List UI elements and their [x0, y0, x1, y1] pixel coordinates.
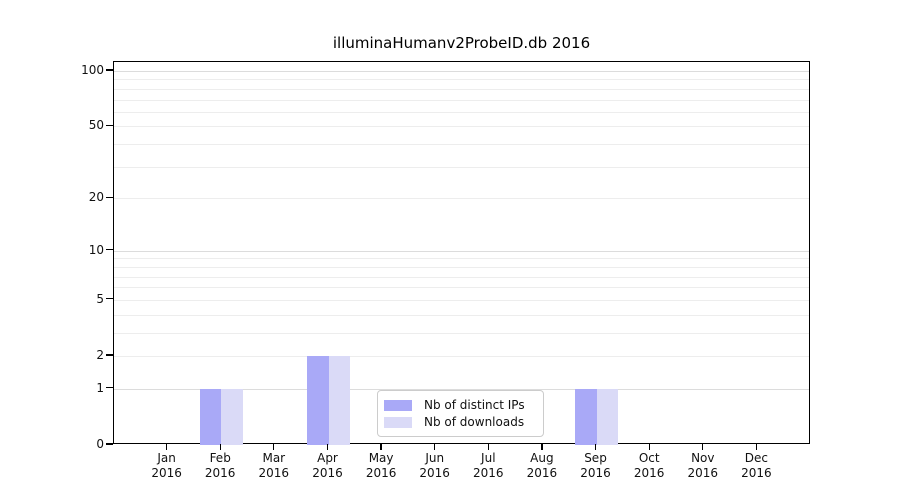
y-tick-20 — [106, 196, 113, 198]
y-tick-1 — [106, 387, 113, 389]
x-tick-oct — [648, 444, 650, 450]
y-tick-label-100: 100 — [81, 63, 104, 77]
y-tick-label-50: 50 — [88, 118, 104, 133]
gridline-y-20 — [114, 198, 809, 200]
bar-feb-downloads — [221, 388, 243, 445]
gridline-y-70 — [114, 99, 809, 101]
x-tick-month-mar: Mar — [262, 451, 286, 465]
x-tick-label-feb: Feb 2016 — [188, 451, 252, 481]
bar-apr-downloads — [328, 356, 350, 445]
x-tick-year-aug: 2016 — [526, 466, 558, 480]
gridline-y-3 — [114, 332, 809, 334]
x-tick-label-nov: Nov 2016 — [671, 451, 735, 481]
legend-row-downloads: Nb of downloads — [384, 414, 535, 430]
x-tick-label-dec: Dec 2016 — [724, 451, 788, 481]
x-tick-feb — [219, 444, 221, 450]
x-tick-label-oct: Oct 2016 — [617, 451, 681, 481]
x-tick-month-apr: Apr — [317, 451, 338, 465]
x-tick-label-may: May 2016 — [349, 451, 413, 481]
x-tick-label-mar: Mar 2016 — [242, 451, 306, 481]
x-tick-label-sep: Sep 2016 — [564, 451, 628, 481]
x-tick-month-jun: Jun — [425, 451, 445, 465]
bar-sep-downloads — [596, 388, 618, 445]
x-tick-jun — [434, 444, 436, 450]
gridline-y-60 — [114, 111, 809, 113]
x-tick-apr — [326, 444, 329, 450]
x-tick-may — [380, 444, 382, 450]
legend-swatch-distinct-ips — [384, 399, 412, 411]
gridline-y-80 — [114, 88, 809, 90]
gridline-y-2 — [114, 356, 809, 357]
y-tick-0 — [106, 443, 113, 445]
y-tick-10 — [106, 249, 113, 251]
x-tick-label-aug: Aug 2016 — [510, 451, 574, 481]
x-tick-month-sep: Sep — [584, 451, 607, 465]
x-tick-year-sep: 2016 — [580, 466, 611, 480]
gridline-y-4 — [114, 314, 809, 316]
y-tick-label-20: 20 — [88, 190, 104, 205]
x-tick-year-oct: 2016 — [633, 466, 665, 480]
x-tick-month-jan: Jan — [157, 451, 176, 465]
y-tick-label-1: 1 — [96, 380, 104, 395]
gridline-y-50 — [114, 126, 809, 128]
x-tick-label-jul: Jul 2016 — [456, 451, 520, 481]
x-tick-aug — [541, 444, 543, 450]
x-tick-month-nov: Nov — [691, 451, 715, 465]
y-tick-label-5: 5 — [96, 291, 104, 306]
legend-swatch-downloads — [384, 416, 412, 428]
y-tick-50 — [106, 124, 113, 127]
x-tick-year-jul: 2016 — [473, 466, 504, 480]
x-tick-year-mar: 2016 — [258, 466, 290, 480]
bar-apr-distinct-ips — [307, 356, 329, 445]
y-tick-2 — [106, 354, 113, 356]
legend-label-distinct-ips: Nb of distinct IPs — [424, 398, 525, 412]
x-tick-label-apr: Apr 2016 — [296, 451, 360, 481]
legend: Nb of distinct IPs Nb of downloads — [377, 390, 544, 437]
gridline-y-9 — [114, 258, 809, 260]
bar-feb-distinct-ips — [199, 388, 222, 445]
x-tick-month-oct: Oct — [638, 451, 660, 465]
gridline-y-5 — [114, 299, 809, 301]
bar-sep-distinct-ips — [575, 388, 597, 445]
x-tick-month-dec: Dec — [744, 451, 768, 465]
y-tick-5 — [106, 298, 113, 300]
x-tick-year-may: 2016 — [365, 466, 397, 480]
x-tick-year-jan: 2016 — [151, 466, 182, 480]
x-tick-jul — [487, 444, 489, 450]
y-tick-100 — [106, 69, 113, 71]
x-tick-jan — [165, 444, 168, 450]
x-tick-year-nov: 2016 — [687, 466, 719, 480]
legend-row-distinct-ips: Nb of distinct IPs — [384, 397, 535, 413]
x-tick-label-jan: Jan 2016 — [135, 451, 199, 481]
chart-title: illuminaHumanv2ProbeID.db 2016 — [332, 34, 591, 52]
x-tick-label-jun: Jun 2016 — [403, 451, 467, 481]
x-tick-month-aug: Aug — [530, 451, 554, 465]
gridline-y-90 — [114, 79, 809, 81]
legend-label-downloads: Nb of downloads — [424, 415, 525, 429]
gridline-y-6 — [114, 287, 809, 289]
gridline-y-8 — [114, 266, 809, 268]
x-tick-year-jun: 2016 — [419, 466, 450, 480]
x-tick-month-may: May — [368, 451, 394, 465]
x-tick-month-feb: Feb — [209, 451, 231, 465]
gridline-y-7 — [114, 276, 809, 278]
gridline-y-100 — [114, 71, 809, 72]
gridline-y-10 — [114, 250, 809, 252]
x-tick-nov — [702, 444, 704, 450]
x-tick-month-jul: Jul — [481, 451, 496, 465]
x-tick-dec — [755, 444, 758, 450]
plot-area — [113, 61, 810, 445]
y-tick-label-0: 0 — [96, 437, 104, 451]
y-tick-label-2: 2 — [96, 348, 104, 362]
x-tick-sep — [594, 444, 597, 450]
x-tick-year-dec: 2016 — [741, 466, 772, 480]
x-tick-year-apr: 2016 — [312, 466, 343, 480]
y-tick-label-10: 10 — [88, 242, 104, 257]
x-tick-mar — [273, 444, 275, 450]
gridline-y-1 — [114, 388, 809, 390]
gridline-y-40 — [114, 144, 809, 146]
gridline-y-30 — [114, 166, 809, 168]
x-tick-year-feb: 2016 — [204, 466, 236, 480]
